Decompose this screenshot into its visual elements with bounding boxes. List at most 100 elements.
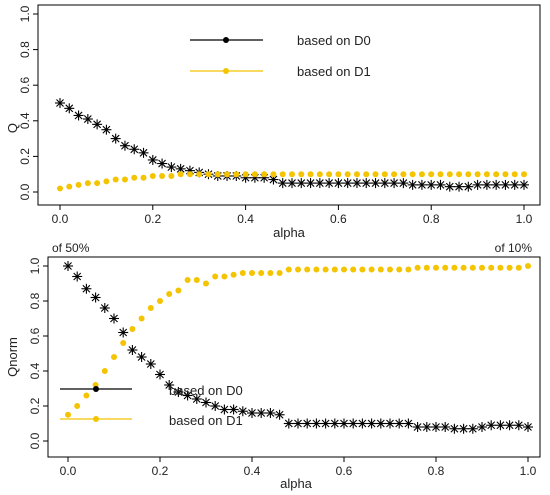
point-d0 <box>477 422 487 432</box>
point-d1 <box>261 171 268 178</box>
y-axis-label-top: Q <box>5 123 20 133</box>
point-d0 <box>351 178 362 189</box>
point-d1 <box>511 171 518 178</box>
point-d0 <box>210 401 221 411</box>
point-d0 <box>519 179 529 190</box>
point-d0 <box>145 359 156 369</box>
point-d0 <box>173 387 184 397</box>
point-d0 <box>164 380 175 390</box>
point-d0 <box>311 418 322 429</box>
point-d0 <box>127 345 138 355</box>
y-tick-label: 1.0 <box>18 5 32 22</box>
point-d0 <box>333 178 344 189</box>
point-d0 <box>302 418 313 429</box>
legend-bottom: based on D0 based on D1 <box>60 383 243 428</box>
point-d0 <box>293 418 303 429</box>
point-d1 <box>368 266 375 273</box>
point-d0 <box>491 179 502 190</box>
point-d0 <box>426 179 437 190</box>
point-d1 <box>335 171 342 178</box>
point-d1 <box>205 171 212 178</box>
x-tick-label: 0.8 <box>423 212 440 226</box>
y-tick-label: 0.8 <box>28 292 42 309</box>
point-d1 <box>57 185 63 192</box>
point-d1 <box>451 264 458 271</box>
point-d0 <box>72 271 83 282</box>
point-d1 <box>159 172 166 179</box>
point-d0 <box>305 178 316 189</box>
x-tick-label: 0.2 <box>152 464 169 478</box>
y-tick-label: 0.8 <box>18 41 32 58</box>
point-d1 <box>242 171 249 178</box>
point-d1 <box>483 171 490 178</box>
point-d1 <box>157 298 163 304</box>
point-d0 <box>379 178 390 189</box>
point-d1 <box>465 171 472 178</box>
point-d0 <box>324 178 335 189</box>
point-d1 <box>166 291 173 297</box>
point-d1 <box>121 176 128 183</box>
point-d1 <box>276 270 283 276</box>
point-d0 <box>320 418 331 429</box>
point-d0 <box>513 420 524 431</box>
point-d1 <box>469 264 476 271</box>
point-d1 <box>409 171 416 178</box>
point-d0 <box>90 292 101 303</box>
point-d1 <box>233 171 240 178</box>
legend-label-d1: based on D1 <box>169 413 243 428</box>
point-d1 <box>270 171 277 178</box>
point-d0 <box>136 352 147 362</box>
point-d1 <box>341 266 347 273</box>
x-tick-label: 1.0 <box>516 212 533 226</box>
point-d0 <box>155 369 165 380</box>
legend-label-d1: based on D1 <box>297 64 371 79</box>
point-d1 <box>433 264 439 271</box>
point-d0 <box>287 178 297 189</box>
point-d0 <box>486 420 497 431</box>
point-d0 <box>157 158 168 169</box>
point-d1 <box>251 171 258 178</box>
x-tick-label: 0.0 <box>60 464 77 478</box>
y-tick-label: 0.2 <box>28 397 42 414</box>
x-ticks-bottom: 0.0 0.2 0.4 0.6 0.8 1.0 <box>60 457 537 478</box>
point-d1 <box>196 171 203 178</box>
point-d1 <box>344 171 351 178</box>
point-d1 <box>94 180 101 187</box>
point-d1 <box>418 171 425 178</box>
point-d1 <box>316 171 323 178</box>
point-d0 <box>110 133 121 144</box>
point-d0 <box>394 418 405 429</box>
y-axis-label-bottom: Qnorm <box>5 337 20 377</box>
corner-label-left: of 50% <box>52 241 90 255</box>
point-d0 <box>82 114 93 125</box>
point-d0 <box>458 423 469 434</box>
point-d1 <box>203 280 209 287</box>
x-tick-label: 0.0 <box>52 212 69 226</box>
point-d1 <box>239 270 246 276</box>
point-d0 <box>431 422 441 432</box>
point-d0 <box>444 181 455 192</box>
y-ticks-top: 0.0 0.2 0.4 0.6 0.8 1.0 <box>18 5 38 200</box>
point-d0 <box>370 178 381 189</box>
point-d1 <box>184 277 191 283</box>
panel-top: 0.0 0.2 0.4 0.6 0.8 1.0 0.0 0.2 0.4 0.6 0.8 1.0 al… <box>5 4 541 240</box>
point-d1 <box>307 171 314 178</box>
corner-label-right: of 10% <box>495 241 533 255</box>
plot-frame-top <box>37 4 541 206</box>
point-d1 <box>515 264 522 271</box>
point-d0 <box>296 178 307 189</box>
point-d0 <box>109 313 119 324</box>
point-d0 <box>398 178 409 189</box>
point-d0 <box>348 418 359 429</box>
point-d0 <box>92 119 103 130</box>
point-d0 <box>385 418 395 429</box>
point-d0 <box>201 397 211 408</box>
point-d1 <box>456 171 463 178</box>
x-axis-label-top: alpha <box>273 225 306 240</box>
point-d1 <box>387 266 393 273</box>
point-d0 <box>138 147 149 158</box>
point-d0 <box>463 181 474 192</box>
point-d1 <box>84 180 91 187</box>
point-d1 <box>381 171 388 178</box>
point-d1 <box>377 266 384 273</box>
